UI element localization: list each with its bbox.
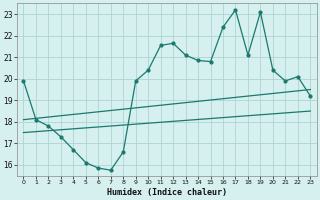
X-axis label: Humidex (Indice chaleur): Humidex (Indice chaleur) <box>107 188 227 197</box>
